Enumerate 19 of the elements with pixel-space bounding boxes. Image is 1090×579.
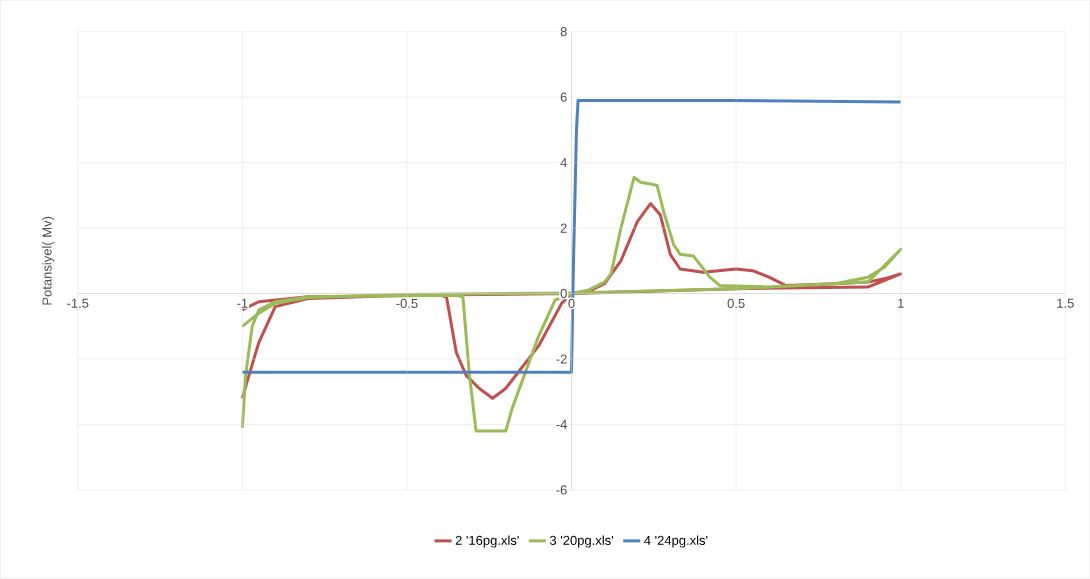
x-tick-label: 0.5	[727, 298, 745, 309]
y-tick-label: 0	[560, 289, 567, 299]
y-tick-label: 4	[560, 158, 567, 168]
y-tick-label: -6	[556, 485, 567, 495]
y-axis-title: Potansiyel( Mv)	[42, 216, 55, 305]
y-tick-label: 2	[560, 223, 567, 233]
x-tick-label: -1.5	[67, 298, 89, 308]
x-tick-label: 1	[898, 298, 904, 308]
y-tick-label: 6	[560, 92, 567, 102]
legend-label: 2 '16pg.xls'	[455, 535, 519, 548]
y-tick-label: 8	[560, 27, 567, 37]
legend-label: 3 '20pg.xls'	[549, 535, 614, 548]
legend-label: 4 '24pg.xls'	[644, 535, 708, 548]
x-tick-label: -1	[237, 298, 248, 308]
y-tick-label: -2	[556, 354, 567, 364]
x-tick-label: 1.5	[1057, 298, 1074, 308]
y-tick-label: -4	[556, 420, 567, 430]
x-tick-label: 0	[568, 298, 575, 309]
x-tick-label: -0.5	[396, 298, 418, 309]
